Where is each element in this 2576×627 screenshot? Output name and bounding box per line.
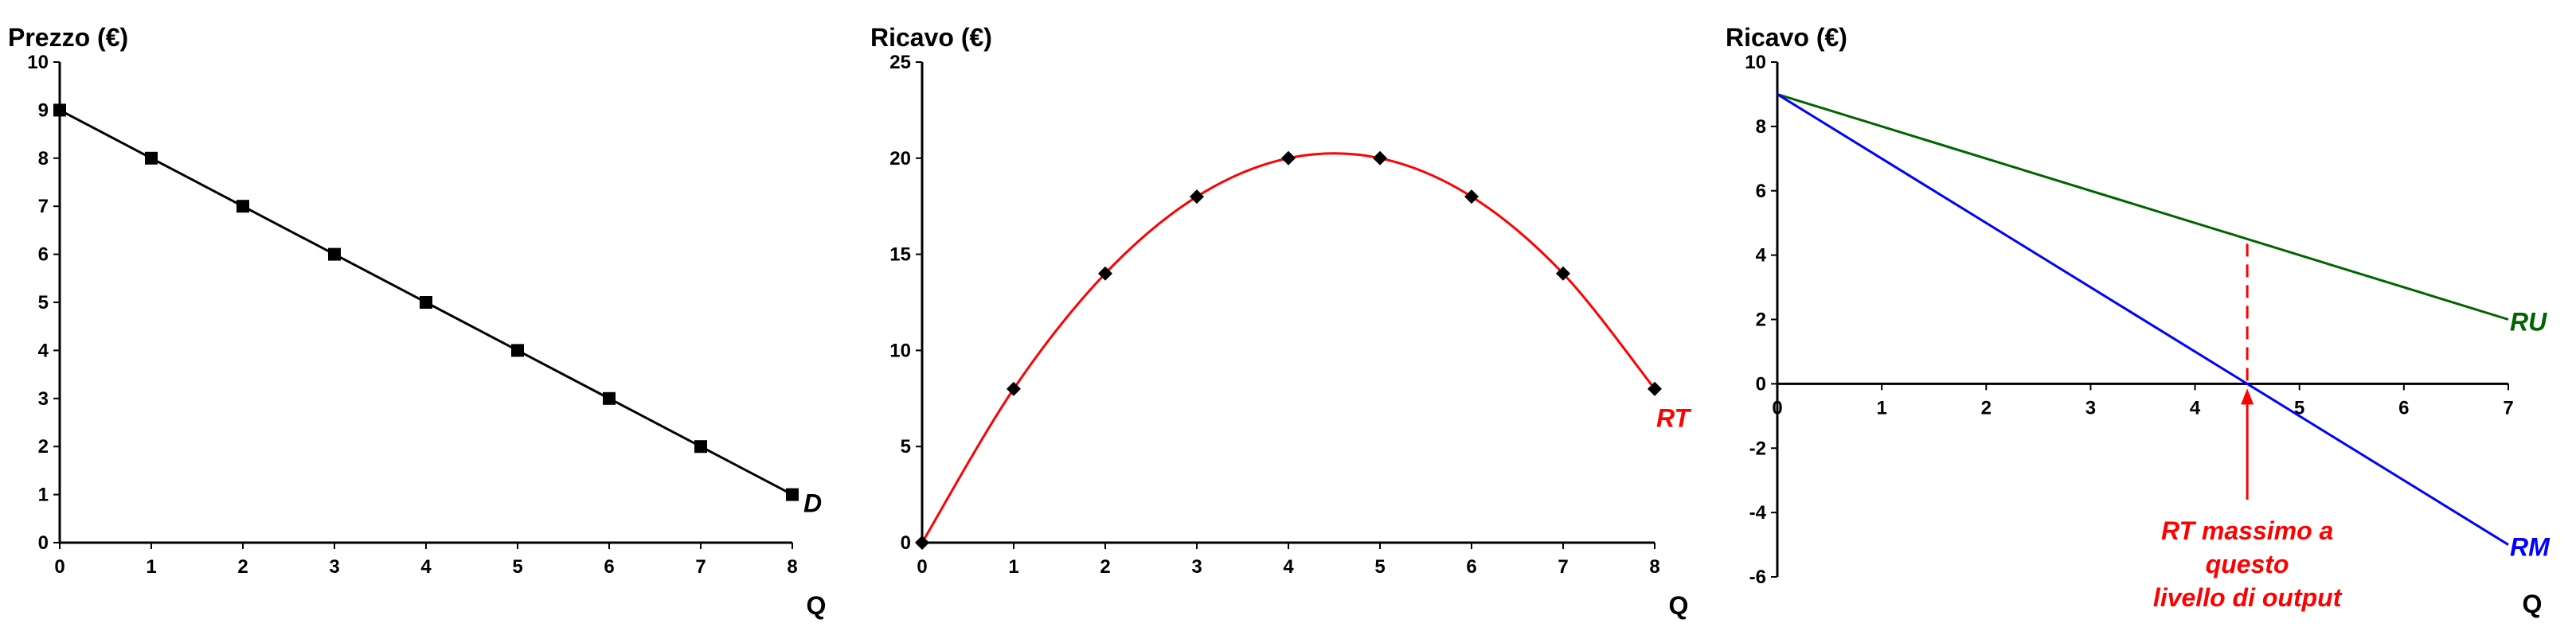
x-tick-label: 3	[2085, 397, 2096, 419]
x-tick-label: 2	[237, 556, 248, 578]
x-axis-title: Q	[2523, 590, 2543, 618]
data-point	[145, 151, 158, 165]
y-tick-label: -2	[1749, 438, 1766, 459]
x-tick-label: 7	[1558, 556, 1568, 578]
y-tick-label: 4	[38, 340, 49, 361]
data-point	[420, 296, 432, 309]
x-tick-label: 2	[1981, 397, 1992, 419]
y-tick-label: 5	[901, 436, 911, 458]
x-tick-label: 1	[146, 556, 156, 578]
y-tick-label: 7	[38, 196, 49, 217]
y-tick-label: 6	[38, 244, 49, 266]
x-tick-label: 8	[1649, 556, 1659, 578]
x-tick-label: 3	[329, 556, 339, 578]
series-line-RT	[921, 152, 1656, 543]
y-tick-label: 25	[889, 52, 911, 73]
data-point	[511, 344, 524, 357]
x-tick-label: 0	[54, 556, 64, 578]
y-tick-label: -4	[1749, 502, 1767, 524]
y-tick-label: 0	[1756, 373, 1766, 395]
y-tick-label: 4	[1756, 245, 1767, 267]
x-tick-label: 0	[1772, 397, 1782, 419]
y-tick-label: 15	[889, 244, 911, 266]
x-tick-label: 4	[2190, 397, 2201, 419]
x-tick-label: 6	[604, 556, 614, 578]
chart-1: 0 1 2 3 4 5 6 7 8 9 10 0 1 2 3 4 5 6 7 8 Prezzo (€) Q D	[8, 23, 826, 620]
data-point	[1464, 189, 1479, 204]
data-point	[915, 535, 929, 550]
y-axis-title: Prezzo (€)	[8, 23, 128, 52]
data-point	[1373, 150, 1387, 166]
x-tick-label: 5	[1374, 556, 1385, 578]
x-tick-label: 3	[1191, 556, 1202, 578]
data-point	[603, 391, 616, 405]
x-tick-label: 7	[2503, 397, 2513, 419]
data-point	[328, 247, 341, 261]
data-point	[53, 103, 66, 117]
x-tick-label: 1	[1876, 397, 1886, 419]
y-tick-label: 20	[889, 148, 911, 169]
series-line-RM	[1777, 93, 2509, 546]
x-tick-label: 0	[917, 556, 927, 578]
x-tick-label: 5	[512, 556, 522, 578]
x-axis-title: Q	[1669, 591, 1689, 620]
x-axis-title: Q	[807, 591, 827, 620]
data-point	[1190, 189, 1204, 204]
series-label-RU: RU	[2510, 308, 2547, 337]
y-tick-label: 10	[889, 340, 911, 361]
data-point	[1648, 381, 1662, 396]
y-tick-label: 5	[38, 292, 49, 314]
y-tick-label: 6	[1756, 181, 1766, 202]
y-tick-label: 2	[1756, 310, 1766, 331]
data-point	[1281, 150, 1296, 166]
x-tick-label: 1	[1008, 556, 1018, 578]
series-line-RU	[1777, 93, 2509, 321]
series-label-RT: RT	[1656, 404, 1692, 433]
y-tick-label: -6	[1749, 567, 1766, 588]
x-tick-label: 8	[787, 556, 797, 578]
annotation-arrow-head	[2241, 388, 2254, 405]
x-tick-label: 4	[1283, 556, 1294, 578]
y-tick-label: 8	[1756, 116, 1766, 138]
y-tick-label: 2	[38, 436, 49, 458]
y-tick-label: 0	[901, 532, 911, 554]
x-tick-label: 4	[420, 556, 432, 578]
x-tick-label: 6	[1466, 556, 1476, 578]
x-tick-label: 6	[2398, 397, 2409, 419]
data-point	[1556, 266, 1570, 281]
data-point	[786, 488, 799, 501]
x-tick-label: 7	[695, 556, 706, 578]
annotation-text-line: questo	[2206, 550, 2289, 578]
y-axis-title: Ricavo (€)	[870, 23, 992, 52]
series-label-D: D	[803, 489, 822, 518]
annotation-text-line: RT massimo a	[2161, 516, 2333, 545]
annotation-text-line: livello di output	[2153, 583, 2343, 612]
y-axis-title: Ricavo (€)	[1726, 23, 1847, 52]
y-tick-label: 1	[38, 485, 49, 506]
series-label-RM: RM	[2510, 533, 2551, 562]
y-tick-label: 9	[38, 99, 49, 121]
chart-2: 0 5 10 15 20 25 0 1 2 3 4 5 6 7 8 Ricavo (€) Q RT	[870, 23, 1692, 620]
data-point	[236, 200, 249, 213]
data-point	[694, 440, 707, 454]
data-point	[1007, 381, 1021, 396]
x-tick-label: 2	[1100, 556, 1110, 578]
y-tick-label: 3	[38, 388, 49, 410]
data-point	[1098, 266, 1112, 281]
y-tick-label: 0	[38, 532, 49, 554]
y-tick-label: 10	[1745, 52, 1766, 73]
y-tick-label: 8	[38, 148, 49, 169]
y-tick-label: 10	[27, 52, 49, 73]
